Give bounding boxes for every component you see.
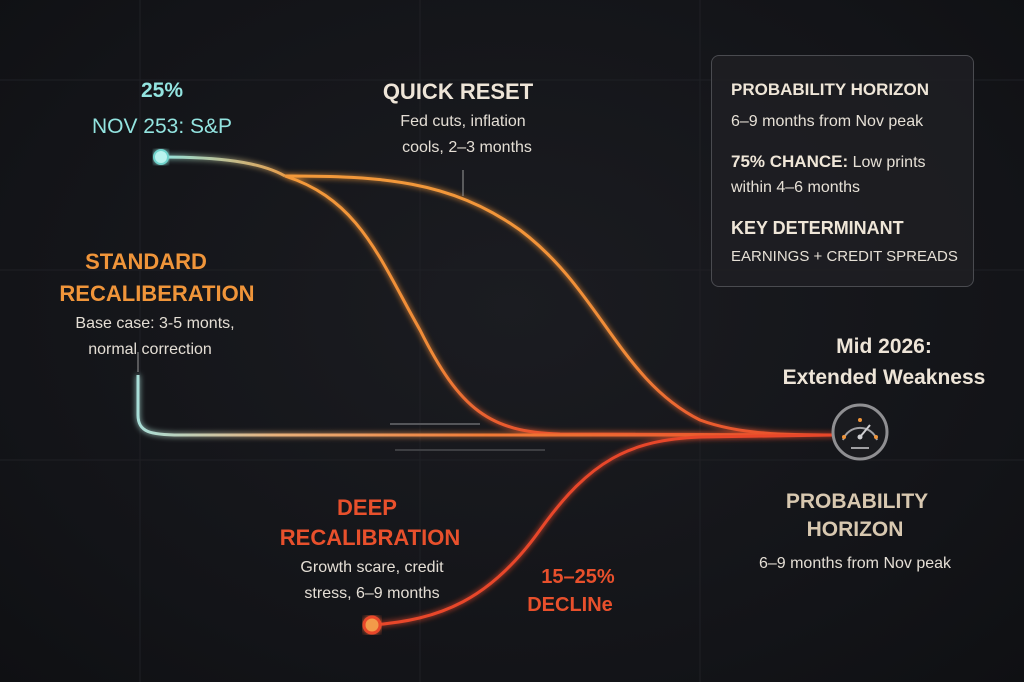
probability-card: PROBABILITY HORIZON 6–9 months from Nov … (711, 55, 974, 287)
standard-line1: Base case: 3-5 monts, (75, 315, 235, 332)
standard-line2: normal correction (88, 341, 212, 358)
standard-title2: RECALIBERATION (59, 281, 255, 306)
card-chance-label: 75% CHANCE: (731, 152, 849, 171)
endpoint-title1: Mid 2026: (836, 335, 932, 358)
deep-dot (362, 615, 382, 635)
quick-reset-title: QUICK RESET (382, 79, 534, 104)
deep-decline-percent: 15–25% (541, 566, 615, 588)
card-key-text: EARNINGS + CREDIT SPREADS (731, 248, 958, 265)
horizon-detail: 6–9 months from Nov peak (758, 555, 952, 572)
horizon-title2: HORIZON (806, 518, 904, 541)
start-percent: 25% (140, 79, 184, 102)
quick-reset-line2: cools, 2–3 months (402, 139, 532, 156)
deep-title1: DEEP (337, 495, 397, 520)
standard-title1: STANDARD (85, 249, 207, 274)
path-deep (371, 433, 836, 627)
endpoint-title2: Extended Weakness (782, 366, 986, 389)
deep-line2: stress, 6–9 months (304, 585, 440, 602)
path-standard (136, 375, 835, 437)
start-dot (153, 149, 169, 165)
path-start (160, 155, 286, 178)
path-standard-curve (284, 174, 836, 437)
deep-decline-label: DECLINe (527, 594, 613, 616)
horizon-title1: PROBABILITY (785, 490, 929, 513)
deep-title2: RECALIBRATION (279, 525, 461, 550)
card-chance-text2: within 4–6 months (731, 179, 860, 196)
card-key-heading: KEY DETERMINANT (731, 218, 904, 238)
start-label: NOV 253: S&P (91, 115, 233, 138)
gauge-icon (831, 403, 889, 461)
deep-line1: Growth scare, credit (300, 559, 444, 576)
path-quick-reset (284, 174, 836, 437)
card-chance-text1: Low prints (852, 154, 926, 171)
card-horizon-text: 6–9 months from Nov peak (731, 113, 924, 130)
card-heading: PROBABILITY HORIZON (731, 80, 930, 99)
quick-reset-line1: Fed cuts, inflation (400, 113, 526, 130)
